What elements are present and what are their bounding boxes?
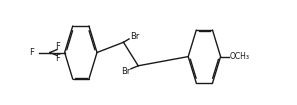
Text: Br: Br [130,32,139,41]
Text: F: F [55,42,60,51]
Text: Br: Br [121,67,130,76]
Text: F: F [55,54,60,63]
Text: F: F [29,48,34,57]
Text: OCH₃: OCH₃ [229,52,249,61]
